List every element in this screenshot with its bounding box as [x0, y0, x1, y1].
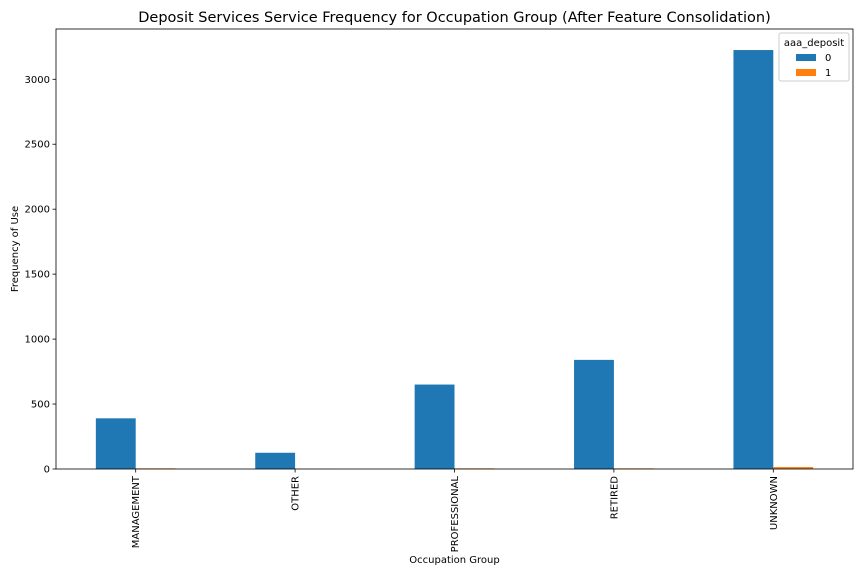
legend-label-0: 0 [825, 53, 831, 64]
y-tick-label: 2000 [25, 205, 50, 216]
y-tick-label: 1000 [25, 335, 50, 346]
bar-series-0-professional [415, 385, 455, 469]
y-tick-label: 3000 [25, 75, 50, 86]
x-tick-label-retired: RETIRED [609, 476, 620, 520]
legend-label-1: 1 [825, 68, 831, 79]
y-tick-label: 0 [44, 465, 50, 476]
x-tick-label-other: OTHER [291, 476, 302, 511]
y-tick-label: 2500 [25, 140, 50, 151]
bar-series-0-management [96, 418, 136, 469]
y-tick-label: 500 [31, 400, 50, 411]
x-tick-label-management: MANAGEMENT [131, 475, 142, 548]
plot-area: 0 500 1000 1500 2000 2500 3000 MANAGEMENT OTHER P… [25, 29, 853, 552]
chart-title: Deposit Services Service Frequency for O… [138, 10, 771, 26]
bar-series-0-unknown [733, 50, 773, 469]
bar-series-0-retired [574, 360, 614, 469]
x-tick-label-professional: PROFESSIONAL [450, 476, 461, 553]
legend: aaa_deposit 0 1 [779, 33, 849, 81]
legend-title: aaa_deposit [784, 38, 844, 49]
x-tick-label-unknown: UNKNOWN [769, 476, 780, 530]
legend-swatch-1 [796, 69, 816, 76]
y-axis-label: Frequency of Use [10, 206, 21, 292]
y-tick-label: 1500 [25, 270, 50, 281]
legend-swatch-0 [796, 54, 816, 61]
x-axis-label: Occupation Group [409, 555, 499, 566]
bar-series-0-other [255, 453, 295, 469]
